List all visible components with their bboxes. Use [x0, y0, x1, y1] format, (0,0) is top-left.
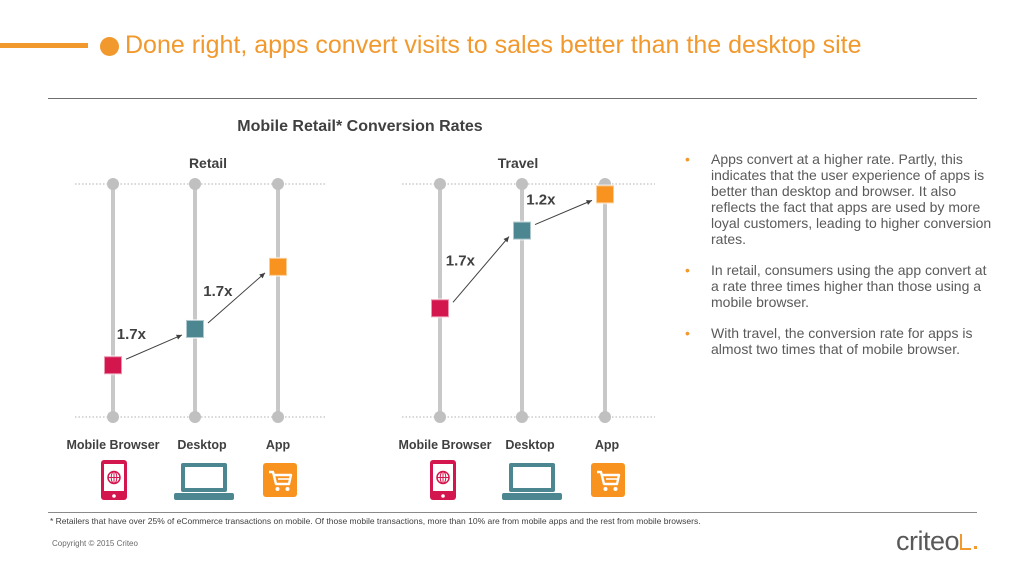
criteo-logo-mark	[960, 534, 971, 550]
retail-track-cap-bottom-app	[272, 411, 284, 423]
shopping-cart-icon	[263, 463, 297, 497]
footer-divider	[48, 512, 977, 513]
retail-marker-mobile-browser	[104, 356, 122, 374]
laptop-icon	[174, 462, 234, 502]
bullet-text: With travel, the conversion rate for app…	[711, 325, 972, 357]
retail-marker-app	[269, 258, 287, 276]
travel-marker-mobile-browser	[431, 299, 449, 317]
travel-marker-desktop	[513, 222, 531, 240]
travel-track-cap-bottom-mobile-browser	[434, 411, 446, 423]
travel-ratio-label-1: 1.2x	[526, 191, 556, 208]
travel-label-desktop: Desktop	[505, 438, 554, 452]
criteo-logo: criteo	[896, 526, 959, 557]
bullet-item: • In retail, consumers using the app conv…	[685, 262, 995, 310]
travel-ratio-label-0: 1.7x	[446, 252, 476, 269]
criteo-logo-dot	[974, 546, 977, 549]
travel-label-app: App	[595, 438, 619, 452]
retail-marker-desktop	[186, 320, 204, 338]
bullet-marker: •	[685, 151, 690, 167]
bullet-text: In retail, consumers using the app conve…	[711, 262, 986, 310]
bullet-item: • With travel, the conversion rate for ap…	[685, 325, 995, 357]
retail-ratio-label-0: 1.7x	[117, 326, 147, 343]
retail-panel-title: Retail	[189, 155, 227, 171]
copyright: Copyright © 2015 Criteo	[52, 539, 138, 548]
travel-track-cap-top-mobile-browser	[434, 178, 446, 190]
travel-track-cap-top-desktop	[516, 178, 528, 190]
travel-track-cap-bottom-desktop	[516, 411, 528, 423]
retail-label-mobile-browser: Mobile Browser	[66, 438, 159, 452]
footnote: * Retailers that have over 25% of eComme…	[50, 516, 701, 526]
travel-panel-title: Travel	[498, 155, 538, 171]
shopping-cart-icon	[591, 463, 625, 497]
retail-track-cap-bottom-mobile-browser	[107, 411, 119, 423]
mobile-phone-icon	[429, 459, 457, 501]
bullet-marker: •	[685, 262, 690, 278]
retail-label-desktop: Desktop	[177, 438, 226, 452]
travel-track-cap-bottom-app	[599, 411, 611, 423]
retail-track-cap-top-desktop	[189, 178, 201, 190]
bullet-text: Apps convert at a higher rate. Partly, t…	[711, 151, 991, 247]
retail-track-cap-top-app	[272, 178, 284, 190]
retail-track-cap-bottom-desktop	[189, 411, 201, 423]
bullet-marker: •	[685, 325, 690, 341]
bullet-item: • Apps convert at a higher rate. Partly, …	[685, 151, 995, 247]
travel-label-mobile-browser: Mobile Browser	[398, 438, 491, 452]
mobile-phone-icon	[100, 459, 128, 501]
laptop-icon	[502, 462, 562, 502]
retail-ratio-label-1: 1.7x	[203, 283, 233, 300]
insight-bullets: • Apps convert at a higher rate. Partly, …	[685, 151, 995, 372]
travel-marker-app	[596, 185, 614, 203]
retail-label-app: App	[266, 438, 290, 452]
retail-track-cap-top-mobile-browser	[107, 178, 119, 190]
